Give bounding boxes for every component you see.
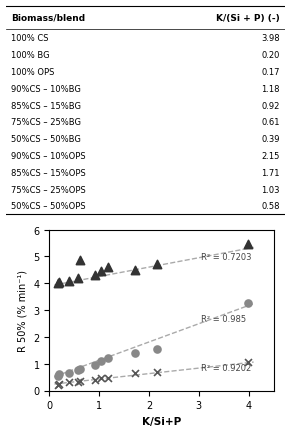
Point (57, 371, 62, 378)
Text: 90%CS – 10%BG: 90%CS – 10%BG (11, 85, 81, 94)
Point (67, 379, 71, 386)
Point (245, 300, 250, 307)
Point (56, 280, 60, 287)
Text: 0.61: 0.61 (261, 118, 280, 127)
Text: 75%CS – 25%BG: 75%CS – 25%BG (11, 118, 81, 127)
Text: 0.39: 0.39 (261, 135, 280, 144)
Point (67, 277, 71, 284)
Point (98, 358, 103, 365)
Point (77, 366, 82, 373)
Point (154, 261, 159, 268)
Text: Biomass/blend: Biomass/blend (11, 14, 86, 23)
Point (93, 376, 97, 383)
Text: R² = 0.985: R² = 0.985 (201, 315, 246, 323)
Point (132, 370, 137, 377)
Point (57, 381, 62, 388)
Point (245, 241, 250, 248)
Text: 100% OPS: 100% OPS (11, 68, 55, 77)
Point (132, 266, 137, 274)
Text: 1.71: 1.71 (261, 168, 280, 178)
Text: 0.92: 0.92 (261, 102, 280, 110)
Text: 1.18: 1.18 (261, 85, 280, 94)
Point (76, 275, 81, 282)
Text: 50%CS – 50%OPS: 50%CS – 50%OPS (11, 202, 86, 211)
Text: R² = 0.9202: R² = 0.9202 (201, 364, 252, 372)
Point (106, 375, 111, 382)
Text: 50%CS – 50%BG: 50%CS – 50%BG (11, 135, 81, 144)
Text: 0.20: 0.20 (261, 51, 280, 60)
Point (76, 378, 81, 385)
Text: 2.15: 2.15 (261, 151, 280, 161)
Text: 85%CS – 15%OPS: 85%CS – 15%OPS (11, 168, 86, 178)
Point (67, 370, 71, 377)
Text: 100% CS: 100% CS (11, 34, 49, 43)
Point (106, 264, 111, 271)
Text: 90%CS – 10%OPS: 90%CS – 10%OPS (11, 151, 86, 161)
Point (77, 378, 82, 385)
Point (154, 368, 159, 375)
Point (57, 279, 62, 286)
Point (93, 362, 97, 368)
Text: 1.03: 1.03 (261, 185, 280, 194)
X-axis label: K/Si+P: K/Si+P (142, 416, 181, 426)
Text: 100% BG: 100% BG (11, 51, 50, 60)
Text: 85%CS – 15%BG: 85%CS – 15%BG (11, 102, 81, 110)
Point (77, 257, 82, 264)
Text: 75%CS – 25%OPS: 75%CS – 25%OPS (11, 185, 86, 194)
Point (132, 350, 137, 357)
Text: 0.58: 0.58 (261, 202, 280, 211)
Point (56, 372, 60, 379)
Text: 0.17: 0.17 (261, 68, 280, 77)
Point (76, 367, 81, 374)
Point (93, 272, 97, 279)
Y-axis label: R 50% (% min⁻¹): R 50% (% min⁻¹) (18, 270, 28, 351)
Point (106, 355, 111, 362)
Point (98, 375, 103, 382)
Text: R² = 0.7203: R² = 0.7203 (201, 253, 252, 261)
Text: K/(Si + P) (-): K/(Si + P) (-) (216, 14, 280, 23)
Point (154, 345, 159, 352)
Text: 3.98: 3.98 (261, 34, 280, 43)
Point (245, 359, 250, 366)
Point (56, 381, 60, 388)
Point (98, 268, 103, 275)
